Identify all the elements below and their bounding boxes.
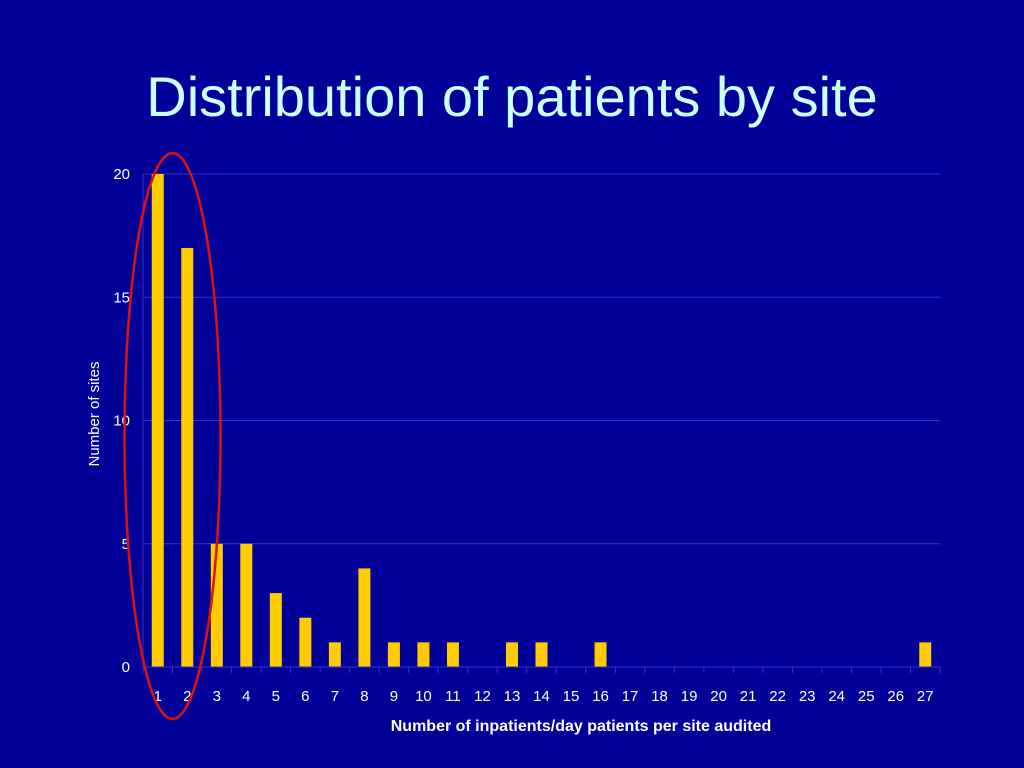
bar-16 xyxy=(594,642,607,667)
bar-5 xyxy=(269,593,282,667)
y-tick-label: 0 xyxy=(122,659,130,676)
x-tick-label: 3 xyxy=(213,688,221,705)
y-tick-label: 20 xyxy=(113,166,130,183)
x-tick-label: 13 xyxy=(504,688,521,705)
x-tick-label: 25 xyxy=(858,688,875,705)
bar-series xyxy=(151,174,932,667)
x-tick-label: 2 xyxy=(183,688,191,705)
bar-6 xyxy=(299,617,312,667)
x-tick-label: 12 xyxy=(474,688,491,705)
x-tick-label: 6 xyxy=(301,688,309,705)
axes xyxy=(142,174,941,673)
bar-10 xyxy=(417,642,430,667)
y-tick-label: 15 xyxy=(113,289,130,306)
y-tick-label: 5 xyxy=(122,536,130,553)
x-tick-label: 18 xyxy=(651,688,668,705)
slide-title: Distribution of patients by site xyxy=(146,65,878,128)
x-tick-label: 8 xyxy=(360,688,368,705)
x-tick-label: 15 xyxy=(563,688,580,705)
y-axis-title: Number of sites xyxy=(86,361,103,466)
x-tick-label: 27 xyxy=(917,688,934,705)
x-tick-label: 9 xyxy=(390,688,398,705)
x-tick-label: 4 xyxy=(242,688,250,705)
bar-8 xyxy=(358,568,371,667)
x-tick-label: 23 xyxy=(799,688,816,705)
x-tick-label: 22 xyxy=(769,688,786,705)
bar-7 xyxy=(328,642,341,667)
x-tick-label: 1 xyxy=(154,688,162,705)
x-tick-label: 20 xyxy=(710,688,727,705)
bar-11 xyxy=(446,642,459,667)
bar-13 xyxy=(505,642,518,667)
x-tick-label: 5 xyxy=(272,688,280,705)
x-tick-label: 21 xyxy=(740,688,757,705)
x-tick-label: 7 xyxy=(331,688,339,705)
gridlines xyxy=(143,173,940,545)
bar-9 xyxy=(387,642,400,667)
x-tick-label: 10 xyxy=(415,688,432,705)
bar-4 xyxy=(240,543,253,667)
bar-14 xyxy=(535,642,548,667)
x-tick-label: 11 xyxy=(445,688,461,705)
x-tick-label: 16 xyxy=(592,688,609,705)
x-tick-label: 19 xyxy=(681,688,698,705)
bar-27 xyxy=(919,642,932,667)
highlight-ellipse xyxy=(123,151,222,721)
highlight-annotation xyxy=(123,151,222,721)
x-tick-label: 26 xyxy=(887,688,904,705)
y-tick-label: 10 xyxy=(113,413,130,430)
bar-2 xyxy=(181,247,194,667)
x-axis-title: Number of inpatients/day patients per si… xyxy=(391,718,772,735)
x-tick-label: 17 xyxy=(622,688,639,705)
x-tick-label: 24 xyxy=(828,688,845,705)
x-tick-label: 14 xyxy=(533,688,550,705)
bar-1 xyxy=(151,174,164,667)
